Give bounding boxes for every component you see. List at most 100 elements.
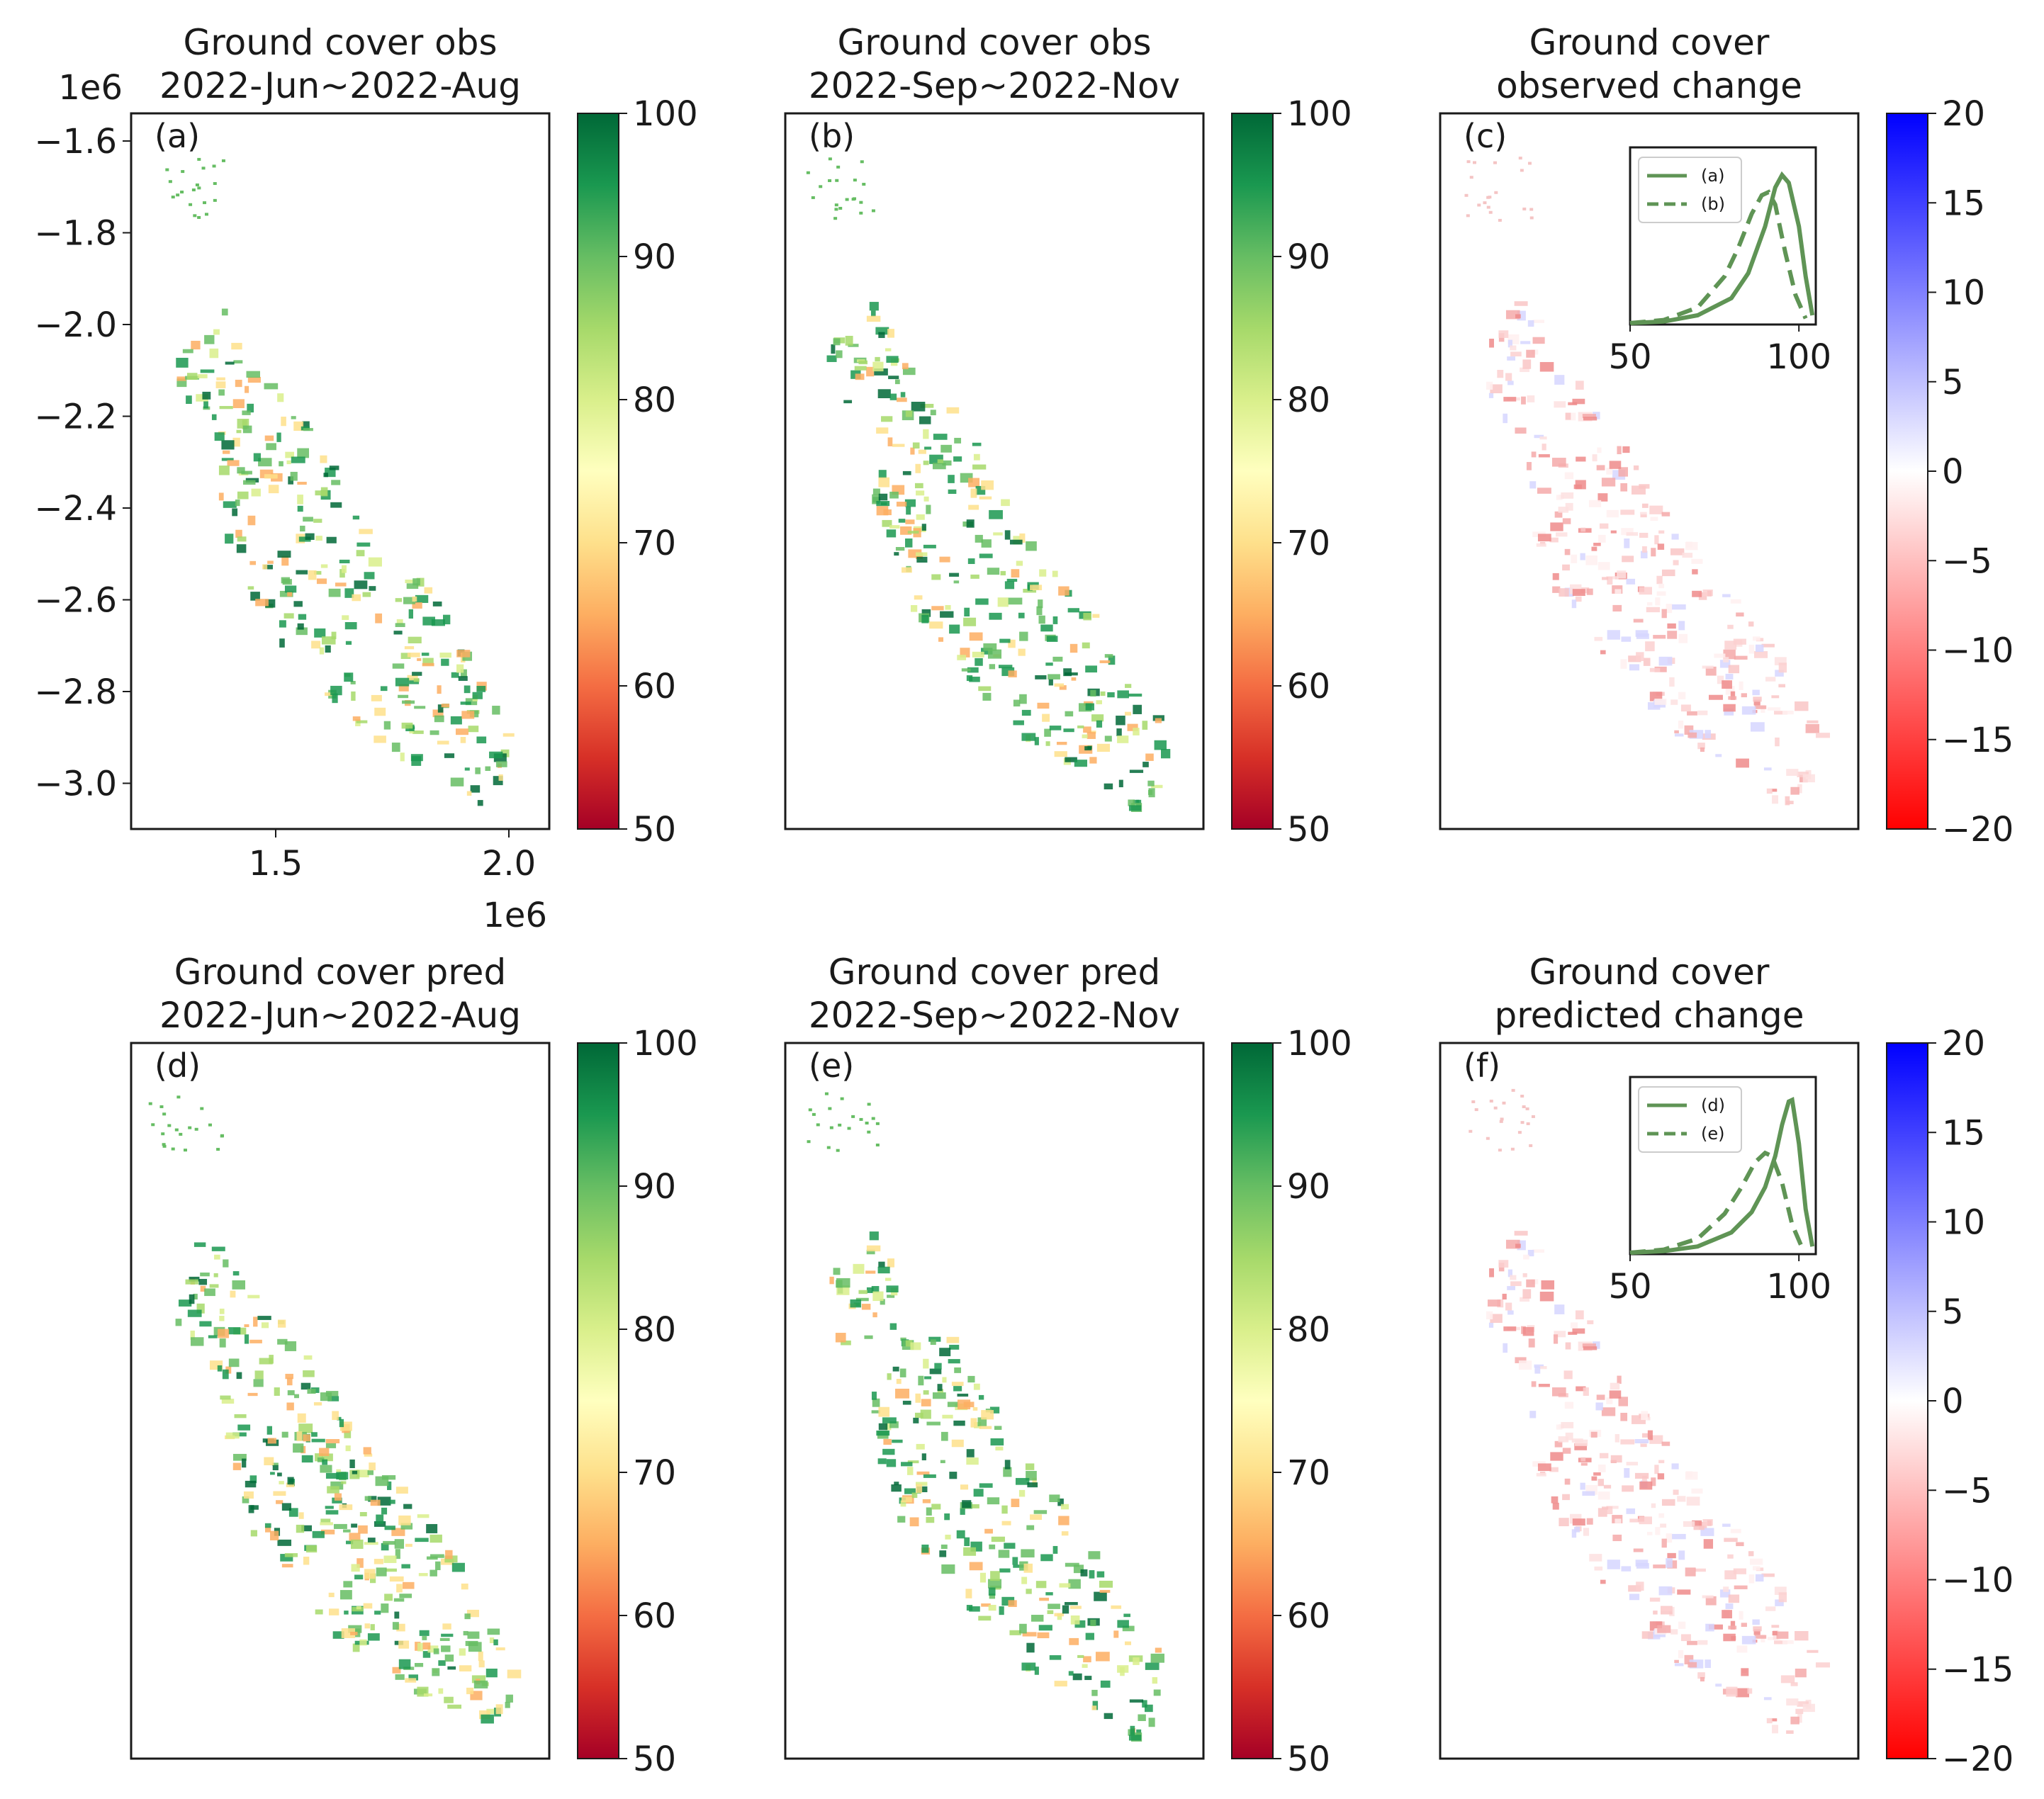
map-pixel: [264, 435, 274, 441]
map-pixel: [1054, 683, 1065, 687]
map-pixel: [1636, 1563, 1649, 1569]
map-pixel: [419, 1630, 429, 1636]
map-pixel: [1056, 741, 1067, 745]
map-pixel: [216, 1148, 220, 1151]
map-pixel: [934, 1363, 942, 1370]
inset-legend-label: (b): [1701, 194, 1725, 214]
y-tick-label: −1.6: [34, 122, 117, 162]
map-pixel: [297, 481, 307, 485]
map-pixel: [969, 1562, 983, 1571]
map-pixel: [1034, 737, 1039, 745]
map-pixel: [1507, 1286, 1516, 1290]
map-pixel: [941, 1564, 955, 1574]
map-pixel: [196, 394, 208, 402]
map-pixel: [966, 1457, 979, 1465]
map-pixel: [987, 1579, 1002, 1589]
map-pixel: [384, 1526, 395, 1530]
map-pixel: [1048, 674, 1060, 679]
map-pixel: [1564, 472, 1574, 480]
map-pixel: [887, 1373, 892, 1380]
map-pixel: [1575, 596, 1582, 602]
map-pixel: [1486, 1311, 1493, 1320]
map-pixel: [1678, 1649, 1684, 1659]
map-pixel: [888, 376, 899, 380]
map-pixel: [1622, 1485, 1634, 1492]
map-pixel: [1113, 1630, 1119, 1638]
map-pixel: [963, 617, 977, 626]
map-pixel: [847, 1127, 851, 1130]
map-pixel: [1045, 741, 1050, 746]
map-pixel: [1040, 624, 1053, 632]
map-pixel: [296, 570, 308, 575]
map-pixel: [1753, 1629, 1761, 1635]
map-pixel: [1084, 1676, 1092, 1681]
map-pixel: [213, 1273, 218, 1278]
map-pixel: [1142, 721, 1148, 730]
map-pixel: [341, 565, 347, 573]
map-pixel: [176, 357, 189, 368]
map-pixel: [1692, 590, 1702, 597]
map-pixel: [194, 1127, 198, 1131]
map-pixel: [999, 638, 1011, 643]
map-pixel: [333, 1523, 347, 1529]
map-pixel: [1572, 589, 1585, 597]
map-pixel: [421, 653, 429, 656]
map-pixel: [403, 1504, 412, 1509]
map-pixel: [1034, 1667, 1039, 1675]
map-pixel: [1522, 207, 1527, 210]
map-pixel: [213, 182, 217, 186]
map-pixel: [1008, 639, 1016, 648]
map-pixel: [957, 1393, 969, 1397]
map-pixel: [218, 492, 224, 501]
map-pixel: [1466, 214, 1470, 218]
map-pixel: [244, 1334, 249, 1344]
map-pixel: [214, 432, 225, 441]
colorbar-tick-label: 60: [1287, 1596, 1330, 1636]
map-pixel: [187, 373, 198, 380]
map-pixel: [1052, 1545, 1058, 1554]
map-pixel: [325, 692, 335, 697]
map-pixel: [1561, 1421, 1574, 1428]
map-pixel: [1624, 538, 1630, 548]
map-pixel: [1661, 609, 1667, 619]
map-pixel: [1672, 1533, 1686, 1540]
map-pixel: [283, 613, 294, 619]
map-pixel: [853, 1263, 865, 1274]
map-pixel: [1795, 701, 1809, 711]
map-pixel: [905, 519, 915, 524]
map-pixel: [1018, 648, 1026, 656]
colorbar-tick-label: 15: [1942, 184, 1985, 223]
map-pixel: [305, 533, 315, 540]
map-pixel: [999, 1568, 1011, 1573]
map-pixel: [1628, 1585, 1641, 1592]
map-pixel: [979, 1572, 987, 1583]
map-pixel: [1705, 1659, 1712, 1669]
axes-frame: [130, 1042, 551, 1760]
map-pixel: [1641, 1444, 1647, 1448]
map-pixel: [432, 1668, 440, 1676]
map-pixel: [1133, 799, 1140, 804]
map-pixel: [979, 553, 993, 558]
map-pixel: [1772, 795, 1779, 804]
map-pixel: [502, 733, 515, 737]
map-pixel: [1728, 696, 1737, 700]
colorbar: [1886, 1042, 1928, 1759]
map-pixel: [434, 715, 444, 723]
map-pixel: [867, 1130, 871, 1134]
map-pixel: [368, 557, 382, 567]
map-pixel: [312, 1530, 325, 1538]
map-pixel: [1537, 487, 1551, 494]
map-pixel: [1120, 1667, 1125, 1676]
map-pixel: [1092, 614, 1100, 618]
map-pixel: [898, 519, 906, 523]
map-pixel: [1654, 698, 1667, 705]
map-pixel: [486, 1708, 495, 1715]
map-pixel: [232, 1432, 247, 1437]
map-pixel: [332, 1631, 344, 1639]
map-pixel: [356, 1558, 364, 1568]
map-pixel: [1658, 530, 1665, 534]
map-pixel: [1565, 1342, 1571, 1350]
map-pixel: [461, 711, 475, 719]
map-pixel: [892, 1366, 899, 1372]
map-pixel: [1059, 1583, 1071, 1588]
